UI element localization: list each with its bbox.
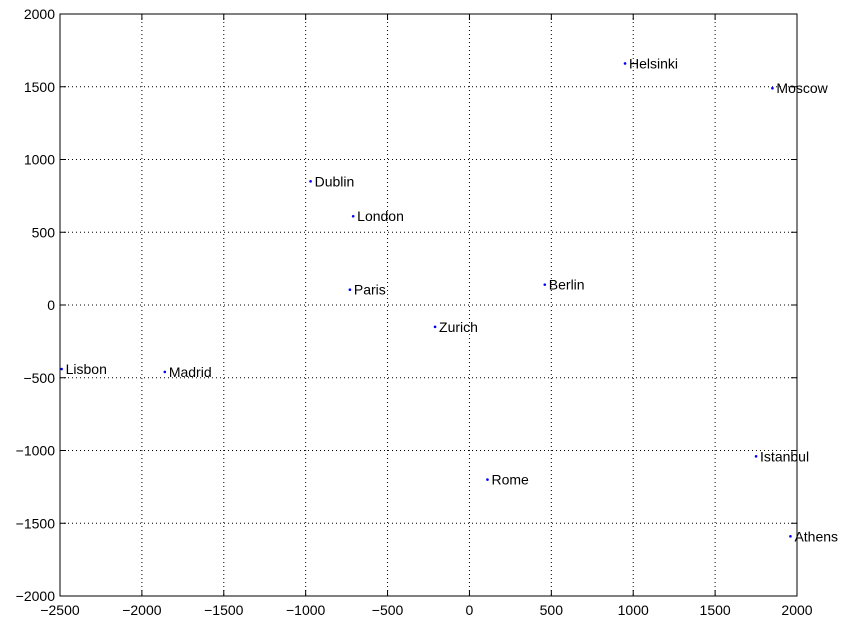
point-label-london: London	[357, 208, 404, 224]
data-point-helsinki	[623, 62, 627, 65]
y-axis-tick-labels: −2000 −1500 −1000 −500 0 500 1000 1500 2000	[16, 6, 56, 604]
data-points: Helsinki Moscow Dublin London Paris Berlin Zur…	[60, 55, 838, 544]
x-tick-label: −2500	[40, 602, 80, 618]
x-tick-label: −2000	[122, 602, 162, 618]
data-point-zurich	[433, 325, 437, 329]
y-tick-label: 0	[47, 297, 55, 313]
data-point-london	[351, 214, 355, 218]
data-point-lisbon	[60, 367, 63, 371]
grid	[60, 14, 797, 596]
x-tick-label: 0	[466, 602, 474, 618]
point-label-istanbul: Istanbul	[760, 448, 809, 464]
x-tick-label: 1500	[700, 602, 731, 618]
point-label-helsinki: Helsinki	[629, 55, 678, 71]
y-tick-label: −1500	[16, 515, 56, 531]
x-tick-label: −1000	[286, 602, 326, 618]
point-label-moscow: Moscow	[776, 80, 828, 96]
point-label-zurich: Zurich	[439, 319, 478, 335]
point-label-dublin: Dublin	[315, 173, 355, 189]
x-tick-label: −500	[372, 602, 404, 618]
data-point-moscow	[771, 86, 774, 90]
y-tick-label: −2000	[16, 588, 56, 604]
axis-ticks	[59, 13, 798, 597]
point-label-berlin: Berlin	[549, 277, 585, 293]
point-label-athens: Athens	[794, 528, 838, 544]
x-tick-label: 1000	[618, 602, 649, 618]
data-point-paris	[348, 288, 352, 292]
y-tick-label: −500	[23, 370, 55, 386]
x-tick-label: 2000	[781, 602, 812, 618]
data-point-dublin	[309, 180, 312, 183]
data-point-rome	[486, 478, 489, 481]
data-point-athens	[789, 535, 792, 538]
x-tick-label: −1500	[204, 602, 244, 618]
data-point-berlin	[543, 283, 547, 286]
x-tick-label: 500	[540, 602, 564, 618]
x-axis-tick-labels: −2500 −2000 −1500 −1000 −500 0 500 1000 1500 2000	[40, 602, 812, 618]
y-tick-label: 2000	[24, 6, 55, 22]
y-tick-label: 1500	[24, 79, 55, 95]
point-label-paris: Paris	[354, 282, 386, 298]
point-label-lisbon: Lisbon	[66, 361, 107, 377]
point-label-madrid: Madrid	[169, 364, 212, 380]
y-tick-label: 1000	[24, 152, 55, 168]
data-point-madrid	[163, 370, 167, 374]
point-label-rome: Rome	[491, 472, 529, 488]
data-point-istanbul	[754, 455, 758, 458]
y-tick-label: 500	[32, 224, 56, 240]
y-tick-label: −1000	[16, 443, 56, 459]
